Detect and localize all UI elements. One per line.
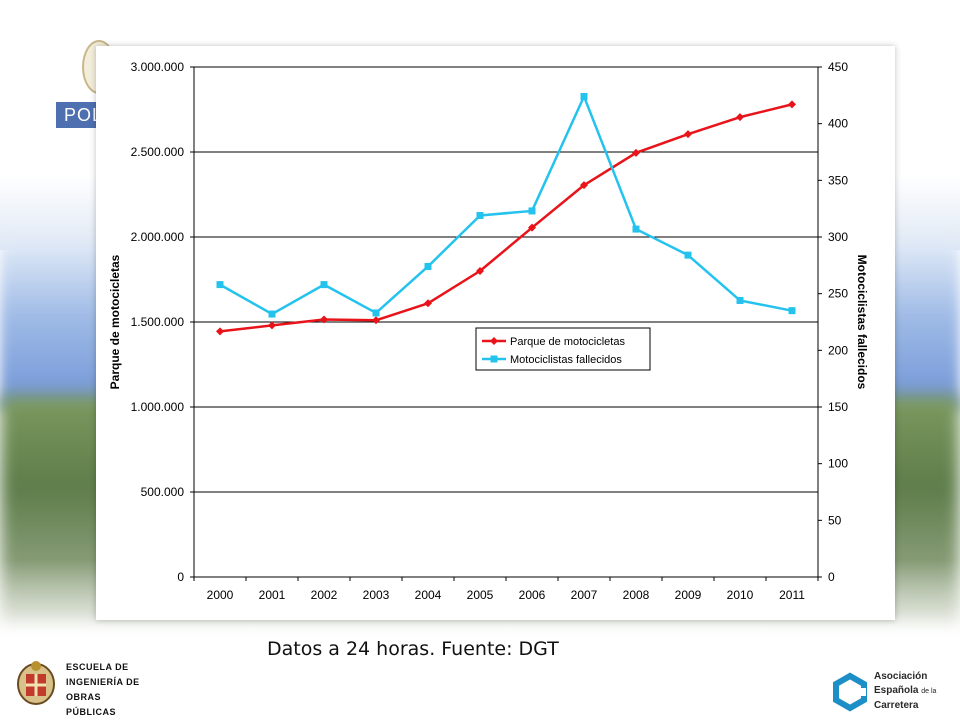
data-point-diamond — [320, 315, 328, 324]
escuela-line2: Ingeniería de — [66, 677, 140, 687]
data-point-diamond — [476, 267, 484, 275]
y2-tick-label: 300 — [828, 230, 848, 244]
data-point-diamond — [736, 113, 744, 122]
data-point-diamond — [216, 327, 224, 336]
x-tick-label: 2007 — [571, 588, 598, 602]
data-point-square — [736, 296, 744, 304]
data-point-square — [424, 262, 432, 270]
y2-tick-label: 100 — [828, 457, 848, 471]
data-point-diamond — [580, 181, 588, 190]
y-tick-label: 3.000.000 — [131, 60, 185, 74]
x-tick-label: 2005 — [467, 588, 494, 602]
y-tick-label: 2.000.000 — [131, 230, 185, 244]
y-tick-label: 2.500.000 — [131, 145, 185, 159]
aec-logo: Asociación Española de la Carretera — [830, 668, 954, 716]
y2-tick-label: 400 — [828, 117, 848, 131]
data-point-diamond — [684, 130, 692, 139]
data-point-square — [632, 225, 640, 233]
escuela-line1: Escuela de — [66, 662, 129, 672]
legend-label: Motociclistas fallecidos — [510, 354, 622, 366]
data-point-square — [216, 281, 224, 289]
y2-axis-title: Motociclistas fallecidos — [855, 255, 869, 390]
line-chart: 0 500.000 1.000.000 1.500.000 2.000.000 2.500… — [108, 60, 869, 602]
data-point-diamond — [528, 223, 536, 232]
x-tick-label: 2000 — [207, 588, 234, 602]
aec-line2: Española — [874, 685, 919, 696]
crest-icon — [17, 661, 55, 705]
source-caption: Datos a 24 horas. Fuente: DGT — [267, 638, 559, 660]
aec-line1: Asociación — [874, 671, 928, 682]
y2-tick-label: 50 — [828, 513, 842, 527]
data-point-square — [580, 92, 588, 100]
series-line-1 — [219, 103, 793, 333]
y-axis-title: Parque de motocicletas — [108, 254, 122, 389]
y2-tick-label: 450 — [828, 60, 848, 74]
escuela-logo: Escuela de Ingeniería de Obras Públicas — [12, 656, 142, 717]
data-point-diamond — [424, 299, 432, 308]
data-point-diamond — [372, 316, 380, 325]
aec-line2-small: de la — [921, 688, 937, 695]
legend-marker — [490, 337, 498, 345]
aec-line3: Carretera — [874, 700, 919, 711]
data-point-square — [268, 310, 276, 318]
legend-label: Parque de motocicletas — [510, 336, 625, 348]
data-point-diamond — [268, 321, 276, 330]
y2-tick-label: 350 — [828, 173, 848, 187]
aec-mark-icon — [833, 672, 867, 712]
x-tick-label: 2003 — [363, 588, 390, 602]
data-point-square — [788, 307, 796, 315]
y2-tick-label: 150 — [828, 400, 848, 414]
y-tick-label: 500.000 — [141, 485, 185, 499]
series-line-2 — [219, 95, 793, 316]
x-tick-label: 2010 — [727, 588, 754, 602]
data-point-diamond — [788, 100, 796, 109]
x-tick-label: 2009 — [675, 588, 702, 602]
legend-marker — [490, 355, 498, 363]
data-point-square — [320, 281, 328, 289]
data-point-square — [684, 251, 692, 259]
data-point-diamond — [632, 148, 640, 157]
x-tick-label: 2002 — [311, 588, 338, 602]
y-tick-label: 0 — [177, 570, 184, 584]
x-tick-label: 2006 — [519, 588, 546, 602]
y2-tick-label: 200 — [828, 343, 848, 357]
y2-tick-label: 0 — [828, 570, 835, 584]
x-tick-label: 2001 — [259, 588, 286, 602]
x-tick-label: 2008 — [623, 588, 650, 602]
legend-box — [475, 327, 651, 371]
data-point-square — [528, 207, 536, 215]
x-tick-label: 2004 — [415, 588, 442, 602]
escuela-line3: Obras Públicas — [66, 692, 117, 717]
y-tick-label: 1.000.000 — [131, 400, 185, 414]
chart-panel: 0 500.000 1.000.000 1.500.000 2.000.000 2.500… — [96, 46, 895, 620]
data-point-square — [476, 211, 484, 219]
y2-tick-label: 250 — [828, 287, 848, 301]
data-point-square — [372, 309, 380, 317]
x-tick-label: 2011 — [779, 588, 805, 602]
y-tick-label: 1.500.000 — [131, 315, 185, 329]
